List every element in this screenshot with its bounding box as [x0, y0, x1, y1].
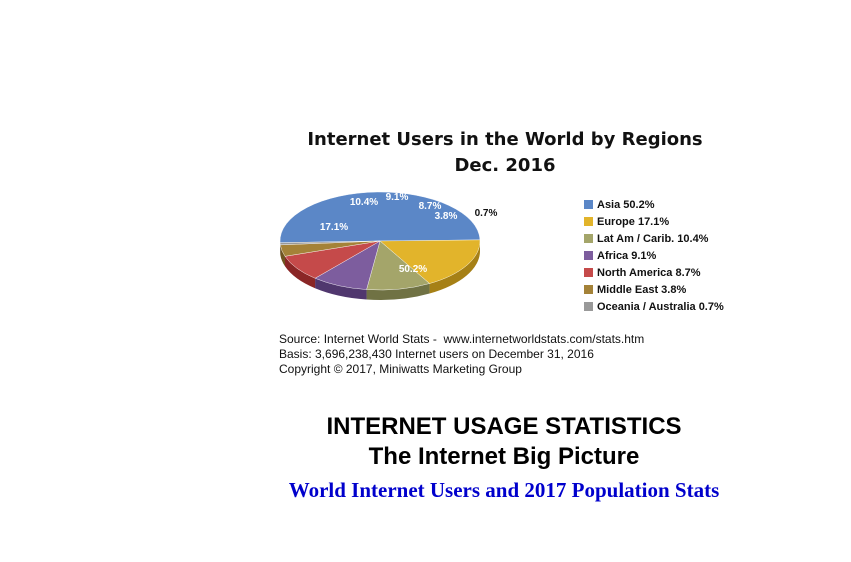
source-line: Source: Internet World Stats - www.inter…	[279, 332, 645, 346]
legend-label: North America 8.7%	[597, 266, 701, 279]
data-label-north-america: 8.7%	[419, 201, 442, 212]
headline-sub: The Internet Big Picture	[368, 443, 640, 470]
legend-label: Middle East 3.8%	[597, 283, 687, 296]
source-notes: Source: Internet World Stats - www.inter…	[279, 332, 644, 377]
legend-label: Africa 9.1%	[597, 249, 657, 262]
legend-swatch	[584, 251, 593, 260]
legend-label: Asia 50.2%	[597, 198, 655, 211]
chart-title-main: Internet Users in the World by Regions	[307, 129, 703, 150]
legend-item-asia: Asia 50.2%	[584, 196, 724, 213]
pie-slice-europe	[379, 239, 481, 284]
pie-side-europe	[429, 241, 480, 294]
legend-label: Lat Am / Carib. 10.4%	[597, 232, 709, 245]
legend-swatch	[584, 302, 593, 311]
legend-swatch	[584, 285, 593, 294]
data-label-middle-east: 3.8%	[435, 211, 458, 222]
legend-swatch	[584, 217, 593, 226]
legend-swatch	[584, 234, 593, 243]
legend-item-africa: Africa 9.1%	[584, 247, 724, 264]
pie-slice-oceania	[279, 240, 381, 246]
pie-side-africa	[315, 278, 367, 300]
data-label-latam: 10.4%	[350, 197, 378, 208]
legend-swatch	[584, 200, 593, 209]
legend-label: Oceania / Australia 0.7%	[597, 300, 724, 313]
legend-item-middle-east: Middle East 3.8%	[584, 281, 724, 298]
headline: INTERNET USAGE STATISTICS The Internet B…	[250, 412, 758, 472]
subheadline-link[interactable]: World Internet Users and 2017 Population…	[288, 478, 720, 502]
data-label-oceania: 0.7%	[475, 208, 498, 219]
legend-item-oceania: Oceania / Australia 0.7%	[584, 298, 724, 315]
data-label-europe: 17.1%	[320, 222, 348, 233]
data-label-africa: 9.1%	[386, 192, 409, 203]
pie-side-north-america	[285, 256, 316, 289]
basis-line: Basis: 3,696,238,430 Internet users on D…	[279, 347, 594, 361]
chart-title: Internet Users in the World by Regions D…	[280, 127, 730, 179]
legend-item-north-america: North America 8.7%	[584, 264, 724, 281]
legend-item-europe: Europe 17.1%	[584, 213, 724, 230]
chart-subtitle: Dec. 2016	[454, 155, 556, 176]
chart-legend: Asia 50.2% Europe 17.1% Lat Am / Carib. 10…	[584, 196, 724, 315]
legend-label: Europe 17.1%	[597, 215, 670, 228]
legend-item-latam: Lat Am / Carib. 10.4%	[584, 230, 724, 247]
pie-side-latam	[366, 283, 430, 300]
headline-main: INTERNET USAGE STATISTICS	[326, 413, 682, 440]
data-label-asia: 50.2%	[399, 264, 427, 275]
legend-swatch	[584, 268, 593, 277]
copyright-line: Copyright © 2017, Miniwatts Marketing Gr…	[279, 362, 522, 376]
pie-slice-asia	[279, 191, 481, 243]
pie-side-middle-east	[280, 244, 286, 267]
